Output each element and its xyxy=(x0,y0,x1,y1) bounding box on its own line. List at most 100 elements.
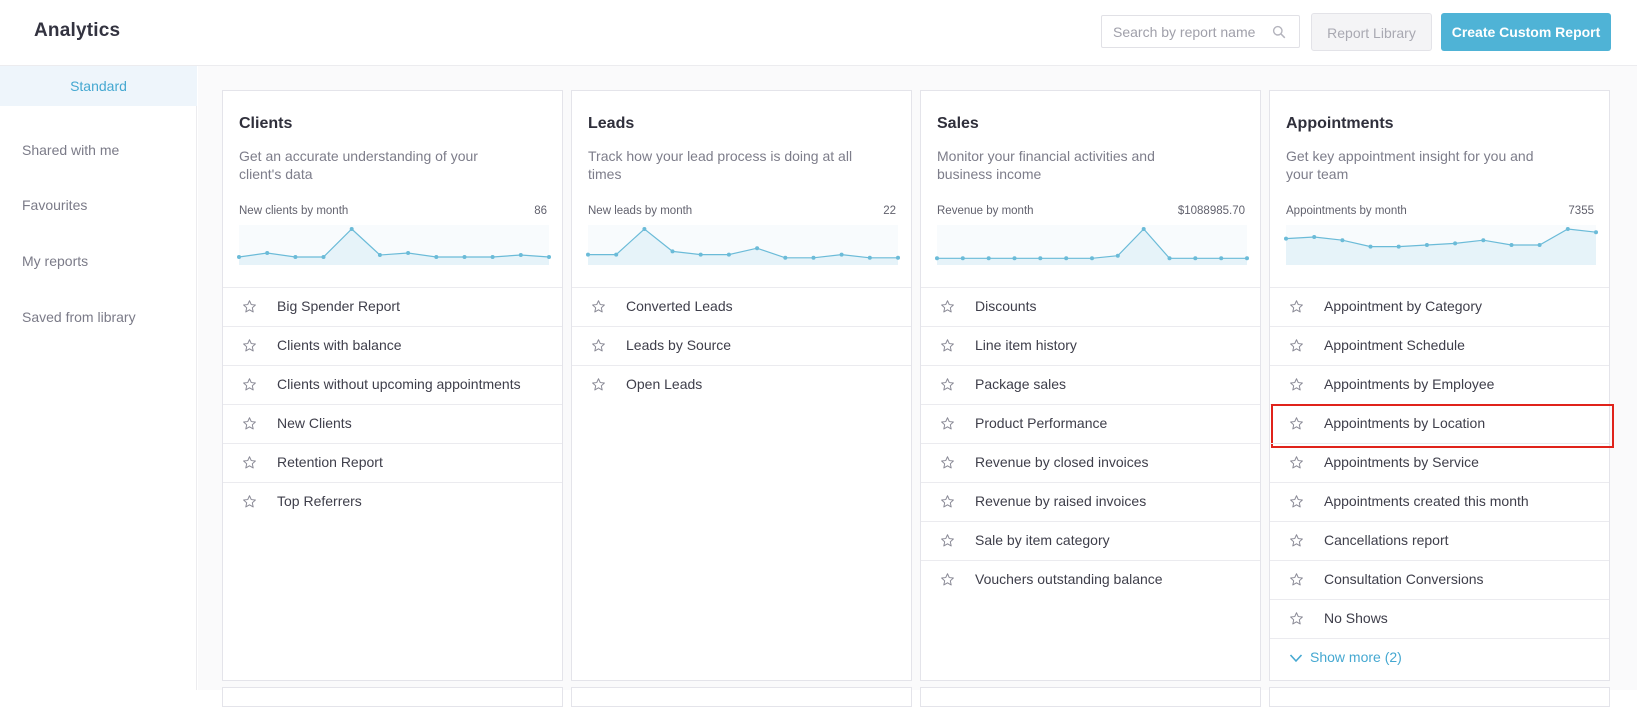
sidebar-item-my-reports[interactable]: My reports xyxy=(22,253,89,269)
report-item-appointment-schedule[interactable]: Appointment Schedule xyxy=(1270,326,1609,365)
star-icon[interactable] xyxy=(940,416,955,431)
sparkline-point xyxy=(726,252,731,257)
sparkline-point xyxy=(1481,238,1486,243)
card-placeholder xyxy=(920,687,1261,707)
report-item-discounts[interactable]: Discounts xyxy=(921,287,1260,326)
sparkline-point xyxy=(1594,230,1598,235)
report-item-product-performance[interactable]: Product Performance xyxy=(921,404,1260,443)
star-icon[interactable] xyxy=(242,299,257,314)
report-item-sale-by-item-category[interactable]: Sale by item category xyxy=(921,521,1260,560)
sidebar-item-shared-with-me[interactable]: Shared with me xyxy=(22,142,120,158)
card-placeholder xyxy=(222,687,563,707)
star-icon[interactable] xyxy=(242,338,257,353)
star-icon[interactable] xyxy=(1289,494,1304,509)
star-icon[interactable] xyxy=(591,338,606,353)
star-icon[interactable] xyxy=(1289,299,1304,314)
report-item-no-shows[interactable]: No Shows xyxy=(1270,599,1609,638)
star-icon[interactable] xyxy=(242,377,257,392)
report-label: Converted Leads xyxy=(626,298,733,314)
report-label: Package sales xyxy=(975,376,1067,392)
report-item-retention-report[interactable]: Retention Report xyxy=(223,443,562,482)
sparkline-chart xyxy=(586,225,900,265)
sparkline-point xyxy=(1565,227,1570,231)
report-label: Open Leads xyxy=(626,376,703,392)
report-item-converted-leads[interactable]: Converted Leads xyxy=(572,287,911,326)
sparkline-point xyxy=(1396,244,1401,249)
sparkline-point xyxy=(1012,256,1017,261)
report-label: Consultation Conversions xyxy=(1324,571,1484,587)
report-item-appointments-by-service[interactable]: Appointments by Service xyxy=(1270,443,1609,482)
star-icon[interactable] xyxy=(940,377,955,392)
sidebar-item-favourites[interactable]: Favourites xyxy=(22,197,88,213)
sparkline-chart xyxy=(237,225,551,265)
report-item-top-referrers[interactable]: Top Referrers xyxy=(223,482,562,521)
report-item-line-item-history[interactable]: Line item history xyxy=(921,326,1260,365)
report-label: Product Performance xyxy=(975,415,1108,431)
sparkline-point xyxy=(265,251,270,255)
sparkline-point xyxy=(1141,227,1146,231)
report-item-clients-without-upcoming-appointments[interactable]: Clients without upcoming appointments xyxy=(223,365,562,404)
report-item-leads-by-source[interactable]: Leads by Source xyxy=(572,326,911,365)
report-item-revenue-by-closed-invoices[interactable]: Revenue by closed invoices xyxy=(921,443,1260,482)
report-item-open-leads[interactable]: Open Leads xyxy=(572,365,911,404)
create-custom-report-button[interactable]: Create Custom Report xyxy=(1441,13,1611,51)
star-icon[interactable] xyxy=(1289,416,1304,431)
search-icon[interactable] xyxy=(1272,25,1286,39)
sidebar-item-saved-from-library[interactable]: Saved from library xyxy=(22,309,136,325)
report-item-new-clients[interactable]: New Clients xyxy=(223,404,562,443)
report-label: Vouchers outstanding balance xyxy=(975,571,1163,587)
star-icon[interactable] xyxy=(1289,455,1304,470)
star-icon[interactable] xyxy=(242,416,257,431)
report-item-clients-with-balance[interactable]: Clients with balance xyxy=(223,326,562,365)
sparkline-point xyxy=(670,249,675,254)
metric-label: Appointments by month xyxy=(1286,205,1407,217)
star-icon[interactable] xyxy=(242,455,257,470)
report-item-vouchers-outstanding-balance[interactable]: Vouchers outstanding balance xyxy=(921,560,1260,599)
search-input[interactable] xyxy=(1113,23,1268,41)
show-more-link[interactable]: Show more (2) xyxy=(1270,638,1609,677)
metric-value: 86 xyxy=(534,205,547,217)
report-item-revenue-by-raised-invoices[interactable]: Revenue by raised invoices xyxy=(921,482,1260,521)
sparkline-point xyxy=(1424,243,1429,247)
star-icon[interactable] xyxy=(1289,338,1304,353)
sidebar-item-standard[interactable]: Standard xyxy=(0,66,197,106)
star-icon[interactable] xyxy=(1289,572,1304,587)
sparkline-point xyxy=(547,255,551,259)
star-icon[interactable] xyxy=(940,299,955,314)
metric-label: New leads by month xyxy=(588,205,693,217)
star-icon[interactable] xyxy=(591,377,606,392)
sparkline-point xyxy=(783,255,788,260)
report-item-appointments-created-this-month[interactable]: Appointments created this month xyxy=(1270,482,1609,521)
star-icon[interactable] xyxy=(940,338,955,353)
report-library-button[interactable]: Report Library xyxy=(1311,13,1432,51)
star-icon[interactable] xyxy=(591,299,606,314)
sparkline-point xyxy=(1064,256,1069,261)
report-item-appointments-by-location[interactable]: Appointments by Location xyxy=(1270,404,1614,448)
sparkline-point xyxy=(1284,236,1288,241)
star-icon[interactable] xyxy=(242,494,257,509)
card-title: Sales xyxy=(937,115,979,132)
sparkline-point xyxy=(642,227,647,231)
report-item-appointment-by-category[interactable]: Appointment by Category xyxy=(1270,287,1609,326)
sparkline-point xyxy=(518,253,523,257)
report-item-big-spender-report[interactable]: Big Spender Report xyxy=(223,287,562,326)
report-list: Converted Leads Leads by Source Open Leads xyxy=(572,287,911,404)
card-placeholder xyxy=(1269,687,1610,707)
star-icon[interactable] xyxy=(940,494,955,509)
report-item-cancellations-report[interactable]: Cancellations report xyxy=(1270,521,1609,560)
report-item-package-sales[interactable]: Package sales xyxy=(921,365,1260,404)
report-label: New Clients xyxy=(277,415,352,431)
report-item-consultation-conversions[interactable]: Consultation Conversions xyxy=(1270,560,1609,599)
report-item-appointments-by-employee[interactable]: Appointments by Employee xyxy=(1270,365,1609,404)
search-box[interactable] xyxy=(1101,15,1300,48)
star-icon[interactable] xyxy=(940,533,955,548)
star-icon[interactable] xyxy=(940,572,955,587)
sparkline-point xyxy=(1193,256,1198,261)
report-label: Big Spender Report xyxy=(277,298,400,314)
star-icon[interactable] xyxy=(1289,533,1304,548)
star-icon[interactable] xyxy=(1289,611,1304,626)
sparkline-area xyxy=(937,229,1247,265)
metric-value: 7355 xyxy=(1568,205,1594,217)
star-icon[interactable] xyxy=(940,455,955,470)
star-icon[interactable] xyxy=(1289,377,1304,392)
